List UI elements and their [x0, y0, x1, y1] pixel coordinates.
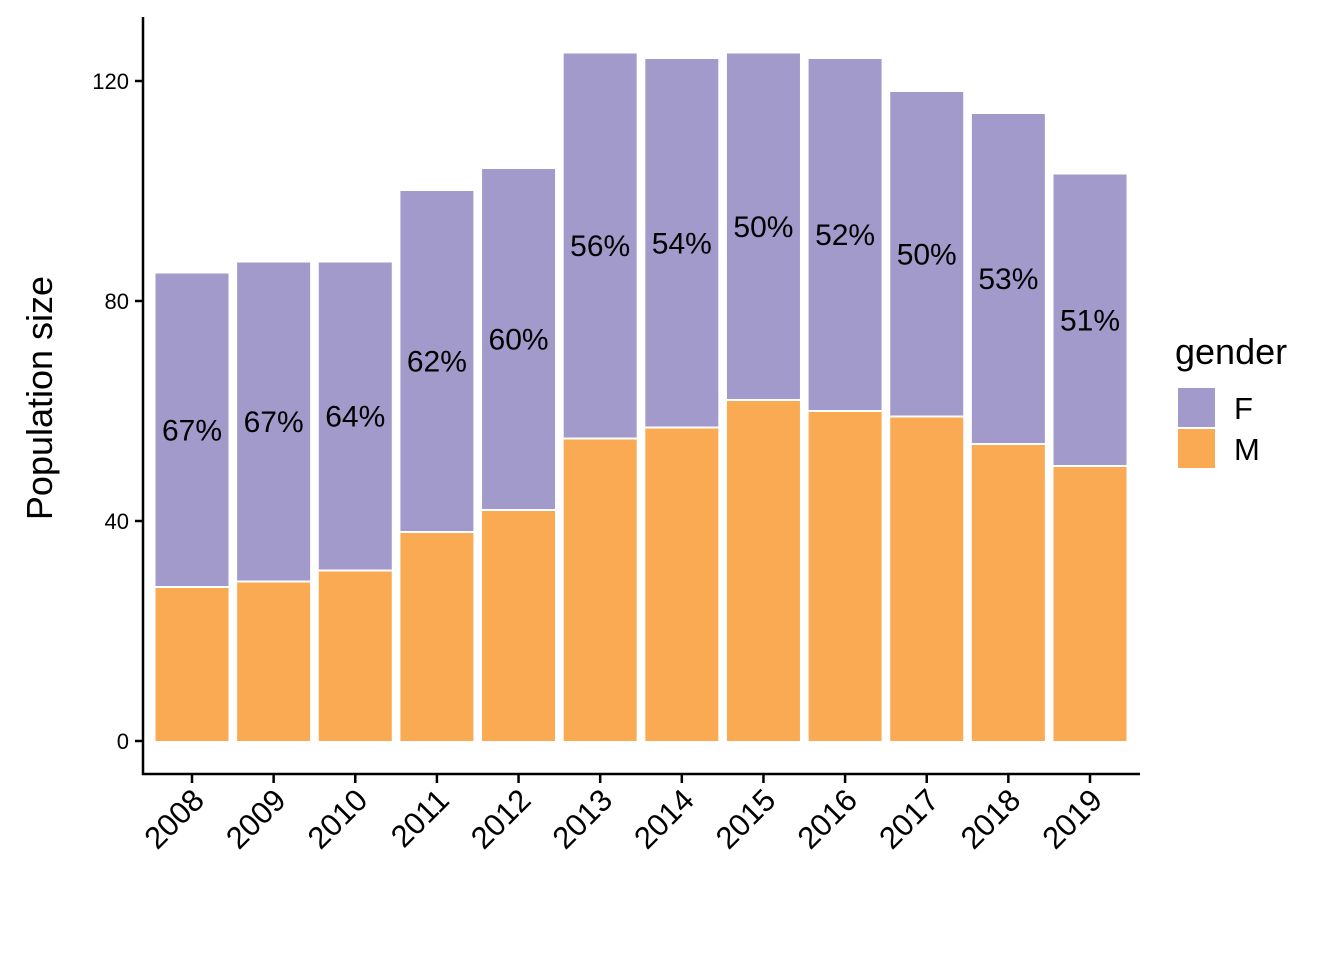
bar-m-2014: [645, 427, 719, 741]
bar-f-2013: [563, 53, 637, 439]
x-tick-label-2013: 2013: [546, 782, 620, 856]
x-tick-label-2008: 2008: [137, 782, 211, 856]
data-label-2011: 62%: [407, 346, 467, 379]
bar-f-2019: [1053, 174, 1127, 466]
y-tick-label: 120: [92, 69, 129, 94]
data-label-2010: 64%: [325, 401, 385, 434]
x-tick-label-2015: 2015: [709, 782, 783, 856]
legend: gender FM: [1175, 331, 1287, 468]
data-label-2014: 54%: [652, 227, 712, 260]
data-label-2009: 67%: [244, 406, 304, 439]
x-tick-label-2017: 2017: [872, 782, 946, 856]
axes-layer: [141, 17, 1140, 776]
x-tick-label-2014: 2014: [627, 782, 701, 856]
bar-m-2012: [482, 510, 556, 741]
data-label-2017: 50%: [897, 238, 957, 271]
y-tick-label: 0: [117, 729, 129, 754]
bar-m-2017: [890, 416, 964, 741]
bar-f-2011: [400, 191, 474, 532]
bar-f-2017: [890, 92, 964, 417]
bar-f-2008: [155, 273, 229, 587]
data-label-2016: 52%: [815, 219, 875, 252]
data-label-2013: 56%: [570, 230, 630, 263]
legend-label-M: M: [1234, 432, 1260, 467]
bar-m-2015: [726, 400, 800, 741]
bar-f-2010: [318, 262, 392, 571]
legend-items: FM: [1178, 388, 1260, 468]
y-tick-label: 40: [105, 509, 129, 534]
x-tick-label-2018: 2018: [954, 782, 1028, 856]
legend-key-F: [1178, 388, 1215, 427]
bar-f-2016: [808, 59, 882, 411]
bar-m-2008: [155, 587, 229, 741]
y-ticks-layer: 0 40 80 120: [92, 69, 143, 754]
x-tick-label-2009: 2009: [219, 782, 293, 856]
data-labels-layer: 67% 67% 64% 62% 60% 56% 54% 50% 52% 50% 53% 51%: [162, 211, 1120, 448]
x-ticks-layer: 2008 2009 2010 2011 2012 2013 2014 2015 2016 2017…: [137, 774, 1109, 856]
bar-m-2010: [318, 570, 392, 741]
data-label-2019: 51%: [1060, 304, 1120, 337]
data-label-2008: 67%: [162, 414, 222, 447]
bar-f-2014: [645, 59, 719, 428]
x-tick-label-2012: 2012: [464, 782, 538, 856]
data-label-2015: 50%: [733, 211, 793, 244]
x-tick-label-2010: 2010: [301, 782, 375, 856]
bar-m-2011: [400, 532, 474, 741]
legend-key-M: [1178, 429, 1215, 468]
bar-m-2019: [1053, 466, 1127, 741]
bar-m-2016: [808, 411, 882, 741]
x-tick-label-2019: 2019: [1035, 782, 1109, 856]
legend-label-F: F: [1234, 391, 1253, 426]
bars-layer: [155, 53, 1127, 741]
x-tick-label-2011: 2011: [384, 782, 456, 854]
bar-m-2009: [237, 581, 311, 741]
bar-m-2018: [971, 444, 1045, 741]
bar-m-2013: [563, 438, 637, 741]
bar-f-2018: [971, 114, 1045, 444]
x-tick-label-2016: 2016: [791, 782, 865, 856]
bar-f-2009: [237, 262, 311, 582]
data-label-2018: 53%: [978, 263, 1038, 296]
y-axis-title: Population size: [19, 276, 60, 520]
data-label-2012: 60%: [489, 324, 549, 357]
bar-f-2015: [726, 53, 800, 400]
bar-f-2012: [482, 169, 556, 510]
y-tick-label: 80: [105, 289, 129, 314]
legend-title: gender: [1175, 331, 1287, 372]
